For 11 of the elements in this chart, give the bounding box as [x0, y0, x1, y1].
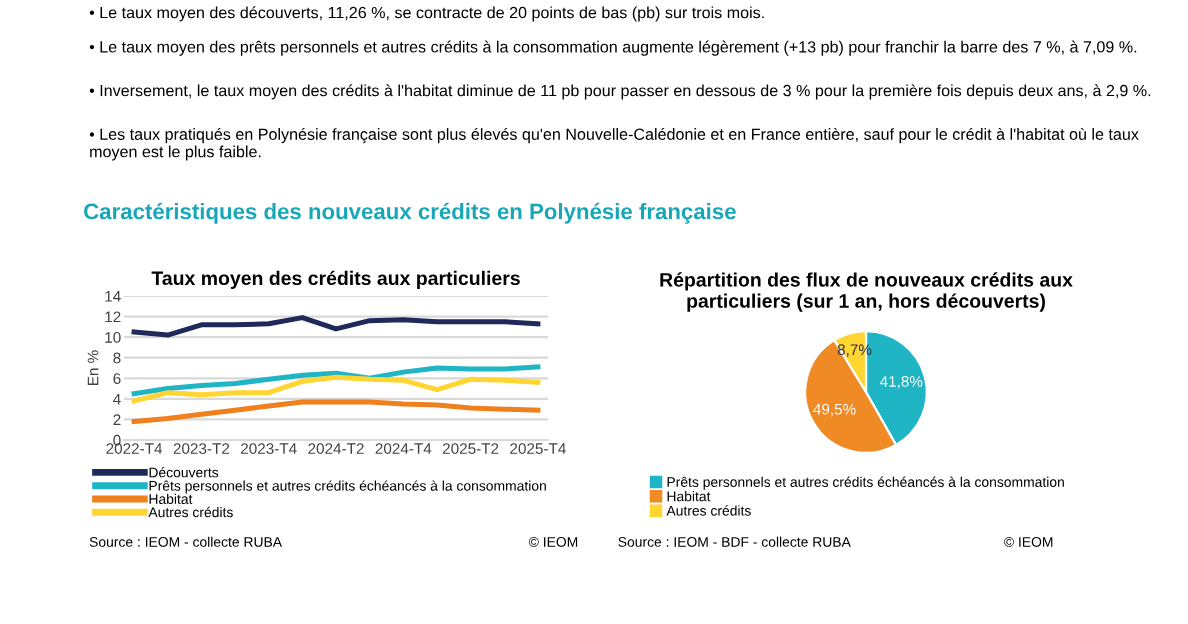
chart-title: Taux moyen des crédits aux particuliers — [151, 270, 520, 289]
chart-title: Répartition des flux de nouveaux crédits aux particuliers (sur 1 an, hors découverts) — [660, 272, 1073, 312]
line-series — [131, 364, 541, 397]
line-series — [131, 399, 541, 424]
line-series — [131, 374, 541, 404]
text: • Le taux moyen des découverts, 11,26 %, se contracte de 20 points de bas (pb) sur trois mois. — [89, 6, 764, 22]
text: Caractéristiques des nouveaux crédits en Polynésie française — [84, 202, 736, 224]
line-series — [131, 315, 541, 338]
text: • Le taux moyen des prêts personnels et autres crédits à la consommation augmente légèrement (+13 pb) pour franchir la barre des 7 %, à 7,09 %. — [89, 40, 1137, 56]
text: • Inversement, le taux moyen des crédits à l'habitat diminue de 11 pb pour passer en dessous de 3 % pour la première fois depuis deux ans, à 2,9 %. — [89, 84, 1151, 100]
text: • Les taux pratiqués en Polynésie française sont plus élevés qu'en Nouvelle-Calédonie et en France entière, sauf pour le crédit à l'habitat où le taux moyen est le plus faible. — [89, 127, 1139, 161]
